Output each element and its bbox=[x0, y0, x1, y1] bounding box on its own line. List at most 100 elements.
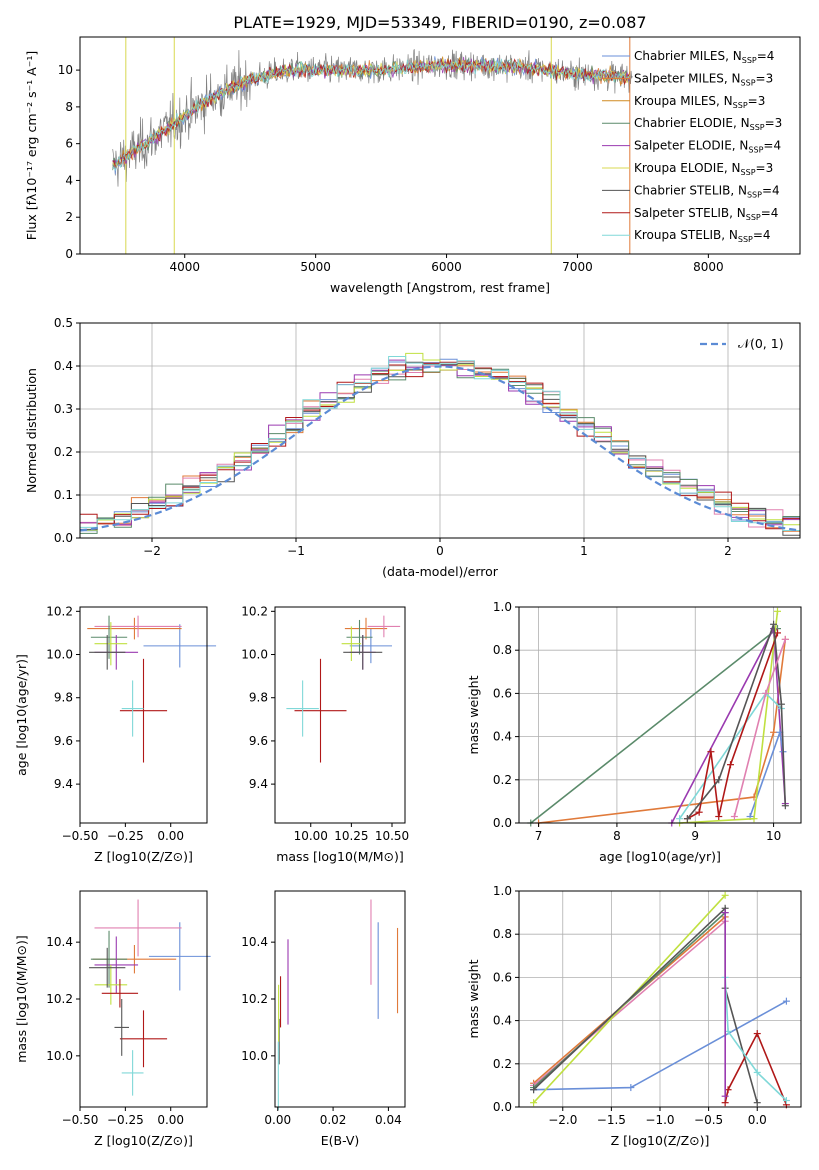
legend-subscript: SSP bbox=[738, 235, 753, 244]
y-tick-label: 0.8 bbox=[493, 643, 512, 657]
legend-label: Chabrier ELODIE, NSSP=3 bbox=[634, 116, 782, 132]
legend-label: Salpeter STELIB, NSSP=4 bbox=[634, 206, 778, 222]
legend-value: =3 bbox=[756, 161, 774, 175]
axes-frame bbox=[79, 36, 801, 255]
y-tick-label: 0.2 bbox=[54, 445, 73, 459]
x-tick-label: 8 bbox=[613, 829, 621, 843]
legend-label: Chabrier STELIB, NSSP=4 bbox=[634, 183, 780, 199]
x-tick-label: 0.02 bbox=[320, 1113, 347, 1127]
x-axis-label: mass [log10(M/M⊙)] bbox=[276, 849, 404, 864]
y-tick-label: 2 bbox=[65, 210, 73, 224]
x-tick-label: 4000 bbox=[169, 260, 200, 274]
errorbar-point bbox=[94, 964, 128, 1005]
x-tick-label: 5000 bbox=[300, 260, 331, 274]
panel-mass-vs-ebv: 0.00 0.02 0.04 10.0 10.2 10.4 E(B-V) bbox=[241, 890, 406, 1148]
plot-area bbox=[286, 615, 401, 763]
x-tick-label: −1.5 bbox=[597, 1113, 626, 1127]
plot-area bbox=[87, 615, 217, 763]
legend-subscript: SSP bbox=[748, 146, 763, 155]
errorbar-point bbox=[94, 615, 182, 638]
plot-area bbox=[530, 891, 790, 1109]
series-line-kroupa-stelib bbox=[724, 977, 787, 1102]
legend-value: =3 bbox=[765, 116, 783, 130]
panel-age-vs-Z: −0.50 −0.25 0.00 9.4 9.6 9.8 10.0 10.2 Z [log10(… bbox=[14, 604, 217, 864]
errorbar-point bbox=[119, 658, 168, 763]
y-axis-label: Flux [fλ10⁻¹⁷ erg cm⁻² s⁻¹ A⁻¹] bbox=[24, 51, 39, 240]
y-tick-label: 0.0 bbox=[493, 816, 512, 830]
panel-spectrum: 4000 5000 6000 7000 8000 0 2 4 6 8 10 wavelength [A… bbox=[24, 36, 801, 295]
errorbar-point bbox=[90, 930, 128, 988]
legend-subscript: SSP bbox=[741, 168, 756, 177]
y-axis-label: Normed distribution bbox=[24, 368, 39, 493]
axes-frame bbox=[518, 606, 802, 824]
y-tick-label: 10.2 bbox=[46, 992, 73, 1006]
x-axis-label: (data-model)/error bbox=[382, 564, 499, 579]
x-tick-label: 8000 bbox=[693, 260, 724, 274]
plus-marker bbox=[715, 776, 723, 784]
x-tick-label: 7 bbox=[535, 829, 543, 843]
plus-marker bbox=[727, 761, 734, 769]
x-tick-label: 0 bbox=[436, 544, 444, 558]
y-tick-label: 4 bbox=[65, 173, 73, 187]
legend-value: =3 bbox=[748, 94, 766, 108]
legend-label: Kroupa MILES, NSSP=3 bbox=[634, 94, 765, 110]
errorbar-point bbox=[89, 635, 126, 670]
legend-label: Chabrier MILES, NSSP=4 bbox=[634, 49, 774, 65]
plus-marker bbox=[753, 1030, 761, 1038]
x-tick-label: 9 bbox=[691, 829, 699, 843]
errorbar-point bbox=[87, 617, 182, 640]
series-line-chabrier-elodie bbox=[530, 627, 778, 824]
x-tick-label: −1 bbox=[287, 544, 305, 558]
x-tick-label: 0.0 bbox=[748, 1113, 767, 1127]
plus-marker bbox=[707, 748, 715, 756]
x-axis-label: age [log10(age/yr)] bbox=[599, 849, 721, 864]
y-tick-label: 0.3 bbox=[54, 402, 73, 416]
errorbar-point bbox=[143, 624, 217, 668]
x-tick-label: 0.00 bbox=[157, 829, 184, 843]
plus-marker bbox=[676, 815, 684, 823]
plus-marker bbox=[721, 1092, 729, 1100]
x-axis-label: E(B-V) bbox=[321, 1133, 360, 1148]
y-tick-label: 10.0 bbox=[46, 648, 73, 662]
errorbar-point bbox=[94, 936, 139, 994]
y-tick-label: 1.0 bbox=[493, 884, 512, 898]
panel-mass-weight-vs-age: 7 8 9 10 0.0 0.2 0.4 0.6 0.8 1.0 age [log10(age/yr… bbox=[466, 600, 802, 864]
x-tick-label: 10.50 bbox=[375, 829, 409, 843]
y-tick-label: 9.8 bbox=[54, 691, 73, 705]
legend-value: =4 bbox=[762, 183, 780, 197]
y-tick-label: 10.0 bbox=[241, 1049, 268, 1063]
legend-label: Salpeter MILES, NSSP=3 bbox=[634, 71, 773, 87]
errorbar-point bbox=[89, 947, 126, 988]
plus-marker bbox=[753, 1099, 761, 1107]
legend-value: =4 bbox=[757, 49, 775, 63]
y-tick-label: 10.2 bbox=[46, 604, 73, 618]
y-tick-label: 0.4 bbox=[493, 1014, 512, 1028]
axes-frame bbox=[274, 890, 406, 1108]
plot-area bbox=[79, 352, 801, 538]
legend-value: =4 bbox=[753, 228, 771, 242]
x-tick-label: −0.5 bbox=[694, 1113, 723, 1127]
y-tick-label: 0 bbox=[65, 247, 73, 261]
plot-area bbox=[89, 899, 211, 1096]
y-tick-label: 10.2 bbox=[241, 992, 268, 1006]
errorbar-point bbox=[286, 680, 319, 737]
figure-title: PLATE=1929, MJD=53349, FIBERID=0190, z=0… bbox=[233, 13, 646, 32]
y-tick-label: 0.6 bbox=[493, 686, 512, 700]
errorbar-point bbox=[94, 622, 128, 666]
plus-marker bbox=[753, 1068, 761, 1076]
x-tick-label: −0.50 bbox=[62, 829, 99, 843]
x-tick-label: 0.04 bbox=[375, 1113, 402, 1127]
y-tick-label: 10.4 bbox=[241, 935, 268, 949]
y-axis-label: mass weight bbox=[466, 959, 481, 1038]
plus-marker bbox=[781, 802, 789, 810]
legend-value: =4 bbox=[761, 206, 779, 220]
errorbar-point bbox=[90, 615, 128, 659]
x-tick-label: −0.25 bbox=[107, 1113, 144, 1127]
errorbar-point bbox=[121, 1050, 144, 1096]
y-tick-label: 9.4 bbox=[249, 777, 268, 791]
x-tick-label: 0.00 bbox=[157, 1113, 184, 1127]
plus-marker bbox=[750, 815, 758, 823]
y-axis-label: mass weight bbox=[466, 675, 481, 754]
plot-area bbox=[112, 37, 633, 254]
plus-marker bbox=[721, 891, 729, 899]
